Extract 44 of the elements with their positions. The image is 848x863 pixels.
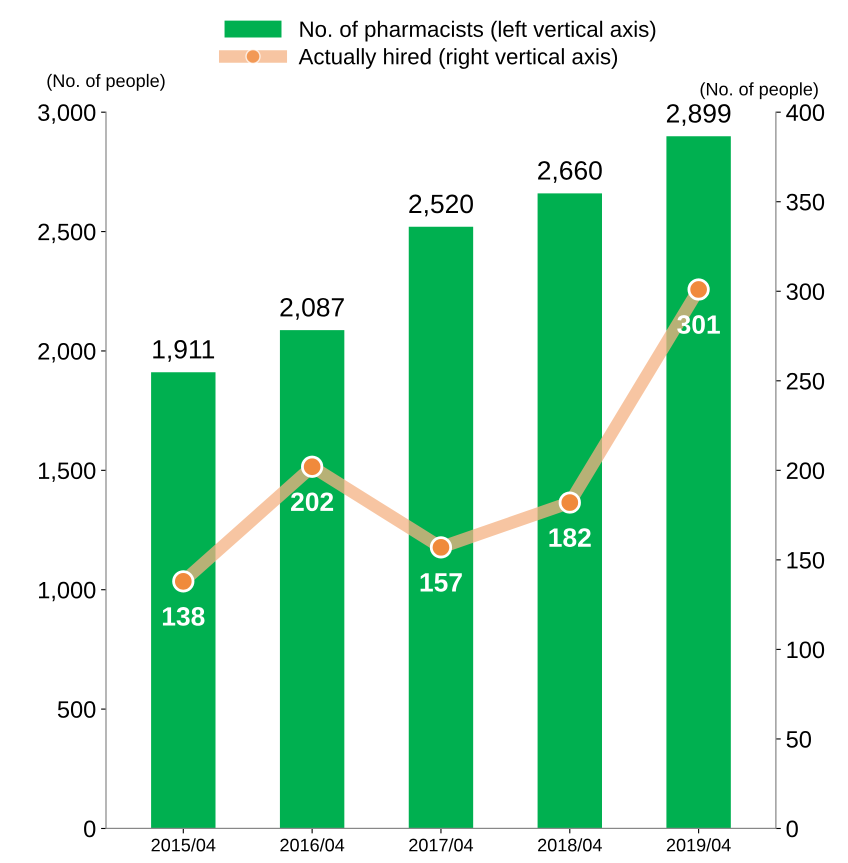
y2-tick-label: 150 — [787, 552, 824, 569]
data-label: 2,899 — [666, 104, 730, 126]
x-tick-label: 2016/04 — [280, 838, 344, 852]
y2-axis-title: (No. of people) — [700, 82, 818, 100]
y-tick-label: 3,000 — [38, 104, 96, 124]
point — [430, 536, 452, 558]
data-label: 2,087 — [280, 298, 344, 320]
y2-tick-label: 400 — [786, 104, 824, 121]
y-axis-title: (No. of people) — [47, 74, 165, 91]
data-label: 1,911 — [153, 340, 214, 362]
y-tick-label: 1,500 — [39, 462, 96, 482]
y2-tick-label: 200 — [786, 462, 824, 480]
y-tick-label: 2,500 — [38, 224, 96, 244]
point — [172, 570, 194, 592]
bar — [408, 226, 474, 828]
x-tick-label: 2018/04 — [538, 838, 602, 852]
bar — [666, 136, 731, 828]
data-label: 202 — [291, 492, 334, 512]
y-tick-label: 1,000 — [39, 582, 96, 602]
y2-tick-label: 100 — [787, 641, 824, 658]
legend-label: Actually hired (right vertical axis) — [298, 48, 618, 69]
y2-tick-label: 50 — [786, 731, 811, 748]
data-label: 157 — [420, 573, 462, 592]
y-tick-label: 0 — [84, 820, 96, 838]
bar — [151, 372, 216, 828]
y2-tick-label: 350 — [786, 194, 824, 211]
data-label: 138 — [162, 607, 205, 626]
x-tick-label: 2019/04 — [666, 838, 731, 852]
bar — [280, 330, 344, 828]
y2-tick-label: 250 — [786, 372, 824, 390]
point — [688, 278, 710, 301]
legend-label: No. of pharmacists (left vertical axis) — [300, 20, 656, 42]
y-tick-label: 2,000 — [38, 343, 96, 363]
x-tick-label: 2015/04 — [152, 838, 216, 852]
point — [301, 456, 324, 478]
y-tick-label: 500 — [58, 701, 96, 718]
y2-tick-label: 300 — [786, 283, 824, 300]
data-label: 2,520 — [409, 194, 473, 216]
data-label: 2,660 — [538, 161, 602, 183]
point — [558, 491, 581, 514]
data-label: 182 — [549, 528, 591, 547]
y2-tick-label: 0 — [786, 820, 798, 838]
bar — [538, 193, 602, 828]
x-tick-label: 2017/04 — [409, 838, 474, 852]
